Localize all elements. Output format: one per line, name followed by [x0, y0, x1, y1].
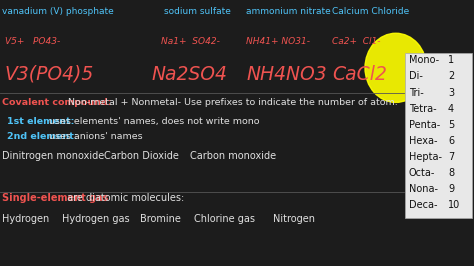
Text: Nitrogen: Nitrogen — [273, 214, 315, 225]
Text: are diatomic molecules:: are diatomic molecules: — [64, 193, 184, 203]
Text: 5: 5 — [448, 120, 454, 130]
Text: Mono-: Mono- — [409, 55, 439, 65]
Text: ammonium nitrate: ammonium nitrate — [246, 7, 331, 16]
Text: Na1+  SO42-: Na1+ SO42- — [161, 37, 220, 46]
Text: 4: 4 — [448, 104, 454, 114]
Text: vanadium (V) phosphate: vanadium (V) phosphate — [2, 7, 114, 16]
Text: Octa-: Octa- — [409, 168, 435, 178]
Text: 10: 10 — [448, 200, 460, 210]
Text: Bromine: Bromine — [140, 214, 181, 225]
Text: Non-metal + Nonmetal- Use prefixes to indicate the number of atom.: Non-metal + Nonmetal- Use prefixes to in… — [65, 98, 398, 107]
Text: Tri-: Tri- — [409, 88, 423, 98]
Text: 1: 1 — [448, 55, 454, 65]
Text: 1st element:: 1st element: — [7, 117, 74, 126]
Text: Hydrogen gas: Hydrogen gas — [62, 214, 129, 225]
Text: Calcium Chloride: Calcium Chloride — [332, 7, 409, 16]
Text: Ca2+  Cl1-: Ca2+ Cl1- — [332, 37, 380, 46]
Text: Tetra-: Tetra- — [409, 104, 436, 114]
Text: 7: 7 — [448, 152, 454, 162]
Text: Deca-: Deca- — [409, 200, 437, 210]
Text: Hexa-: Hexa- — [409, 136, 437, 146]
Text: 2nd element:: 2nd element: — [7, 132, 78, 142]
Text: 2: 2 — [448, 71, 454, 81]
Text: uses anions' names: uses anions' names — [46, 132, 143, 142]
Text: 6: 6 — [448, 136, 454, 146]
Text: Hydrogen: Hydrogen — [2, 214, 50, 225]
Text: sodium sulfate: sodium sulfate — [164, 7, 230, 16]
Text: Hepta-: Hepta- — [409, 152, 442, 162]
Text: Penta-: Penta- — [409, 120, 440, 130]
Text: Nona-: Nona- — [409, 184, 438, 194]
Ellipse shape — [365, 33, 427, 102]
Text: Covalent compound:: Covalent compound: — [2, 98, 112, 107]
Text: NH41+ NO31-: NH41+ NO31- — [246, 37, 310, 46]
FancyBboxPatch shape — [405, 53, 472, 218]
Text: Carbon Dioxide: Carbon Dioxide — [104, 151, 179, 161]
Text: 9: 9 — [448, 184, 454, 194]
Text: 3: 3 — [448, 88, 454, 98]
Text: Chlorine gas: Chlorine gas — [194, 214, 255, 225]
Text: CaCl2: CaCl2 — [332, 65, 387, 84]
Text: Di-: Di- — [409, 71, 422, 81]
Text: 8: 8 — [448, 168, 454, 178]
Text: V3(PO4)5: V3(PO4)5 — [5, 65, 94, 84]
Text: V5+   PO43-: V5+ PO43- — [5, 37, 60, 46]
Text: uses elements' names, does not write mono: uses elements' names, does not write mon… — [46, 117, 260, 126]
Text: Dinitrogen monoxide: Dinitrogen monoxide — [2, 151, 105, 161]
Text: Carbon monoxide: Carbon monoxide — [190, 151, 276, 161]
Text: Na2SO4: Na2SO4 — [152, 65, 228, 84]
Text: NH4NO3: NH4NO3 — [246, 65, 327, 84]
Text: Single-element gas: Single-element gas — [2, 193, 109, 203]
